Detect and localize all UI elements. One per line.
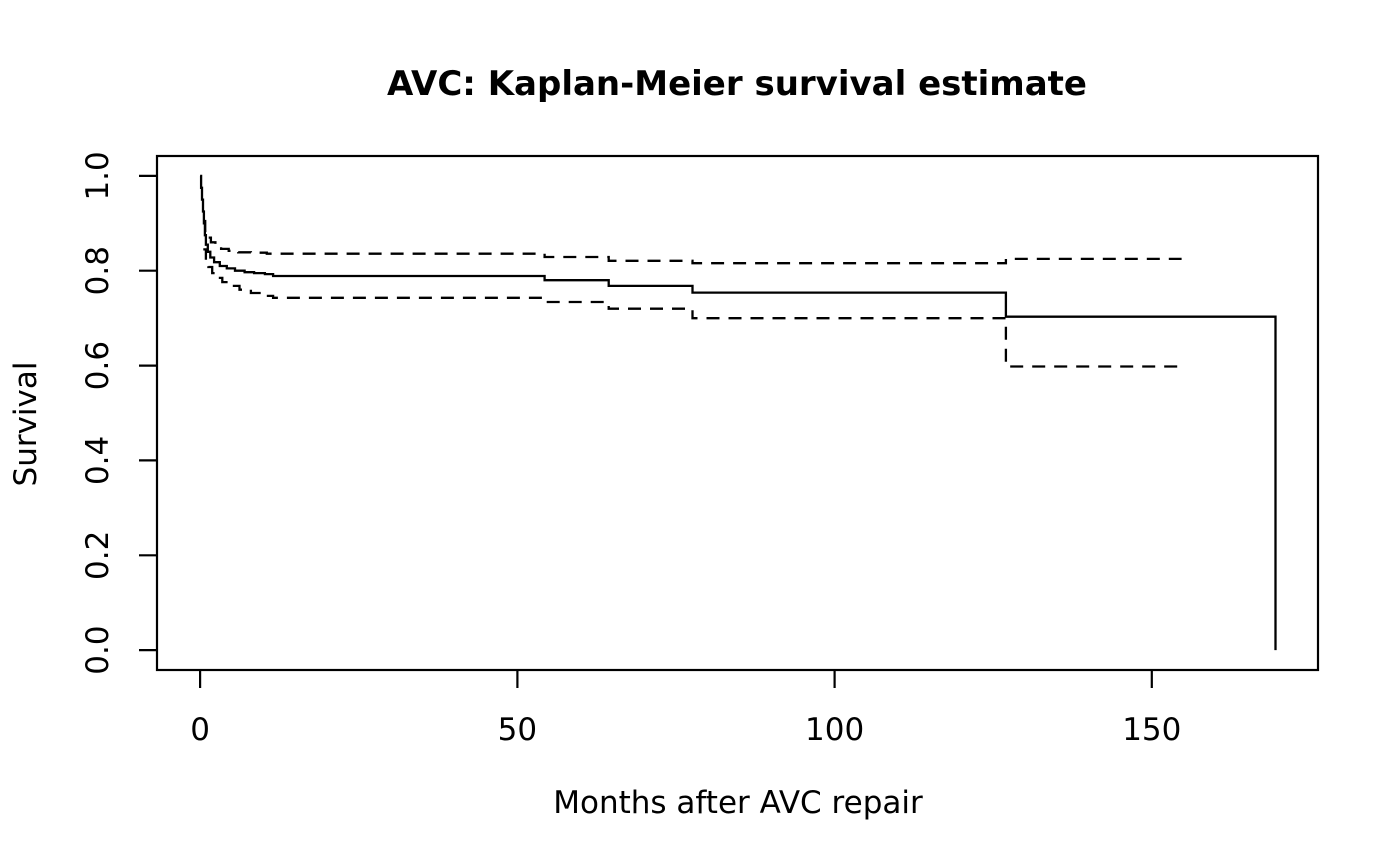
chart-title: AVC: Kaplan-Meier survival estimate [387,64,1087,104]
y-axis-label: Survival [8,362,44,487]
y-tick-label: 0.8 [80,246,116,295]
y-tick-label: 0.0 [80,625,116,674]
x-tick-label: 150 [1122,712,1181,748]
y-tick-label: 1.0 [80,151,116,200]
x-tick-label: 100 [805,712,864,748]
confidence-interval-curve [203,248,1182,368]
survival-estimate-curve [199,174,1277,651]
y-tick-label: 0.2 [80,531,116,580]
x-tick-label: 50 [498,712,537,748]
x-axis-label: Months after AVC repair [553,785,923,821]
plot-border [155,154,1320,672]
confidence-interval-curve [203,219,1182,265]
survival-curves [199,174,1277,651]
y-tick-label: 0.4 [80,436,116,485]
x-axis-ticks: 0 50 100 150 [190,670,1181,748]
y-tick-label: 0.6 [80,341,116,390]
y-axis-ticks: 0.0 0.2 0.4 0.6 0.8 1.0 [80,151,157,675]
x-tick-label: 0 [190,712,210,748]
